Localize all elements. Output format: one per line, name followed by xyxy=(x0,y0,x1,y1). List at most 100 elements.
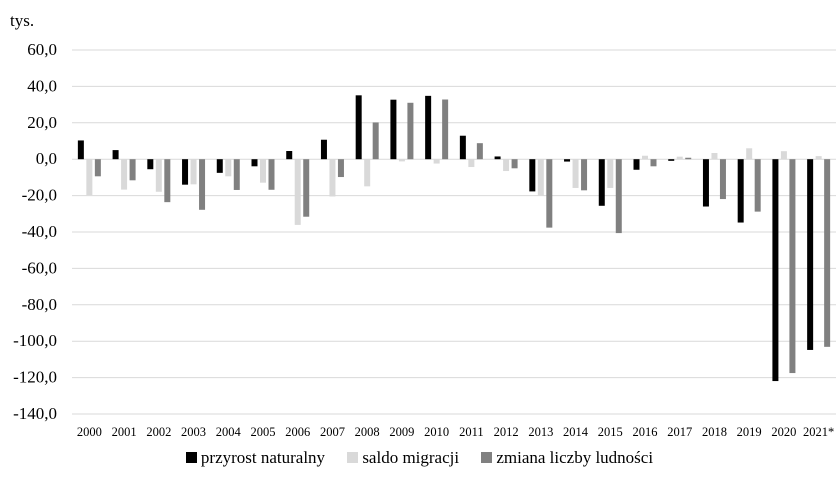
bar xyxy=(225,159,232,177)
bar xyxy=(286,151,293,160)
legend-label-przyrost: przyrost naturalny xyxy=(200,448,326,467)
bar xyxy=(329,159,336,197)
bar xyxy=(537,159,544,196)
bar xyxy=(216,159,223,173)
y-tick-label: 20,0 xyxy=(27,113,57,132)
bar xyxy=(676,156,683,160)
bar xyxy=(642,155,648,160)
y-tick-label: -20,0 xyxy=(22,186,57,205)
x-tick-label: 2020 xyxy=(771,425,796,439)
bar xyxy=(607,159,614,188)
x-tick-label: 2015 xyxy=(598,425,623,439)
x-tick-label: 2019 xyxy=(737,425,762,439)
bar xyxy=(364,159,371,187)
x-tick-label: 2008 xyxy=(355,425,380,439)
legend-item-przyrost: przyrost naturalny xyxy=(185,448,326,468)
bar xyxy=(121,159,128,190)
bar xyxy=(260,159,266,183)
bar xyxy=(503,159,510,172)
bar xyxy=(494,156,501,160)
bar xyxy=(190,159,197,185)
bar xyxy=(633,159,640,170)
bar xyxy=(546,159,553,228)
y-tick-label: -80,0 xyxy=(22,295,57,314)
bar xyxy=(155,159,162,192)
bar xyxy=(182,159,189,185)
bar xyxy=(746,148,753,160)
x-tick-label: 2016 xyxy=(633,425,658,439)
bar xyxy=(442,99,449,160)
bar xyxy=(233,159,240,190)
bar xyxy=(564,159,571,162)
y-tick-label: 0,0 xyxy=(36,149,57,168)
x-tick-label: 2003 xyxy=(181,425,206,439)
bar xyxy=(824,159,831,347)
x-tick-label: 2005 xyxy=(251,425,276,439)
bar xyxy=(398,159,405,162)
bar xyxy=(737,159,744,223)
bar xyxy=(754,159,761,212)
bar xyxy=(86,159,93,196)
y-tick-label: -60,0 xyxy=(22,258,57,277)
bar xyxy=(650,159,657,167)
x-tick-label: 2013 xyxy=(528,425,553,439)
y-tick-label: 40,0 xyxy=(27,76,57,95)
y-tick-label: 60,0 xyxy=(27,40,57,59)
x-tick-label: 2021* xyxy=(803,425,834,439)
bar xyxy=(468,159,475,168)
bar xyxy=(719,159,726,200)
x-tick-label: 2012 xyxy=(494,425,519,439)
y-tick-label: -100,0 xyxy=(13,331,57,350)
bar xyxy=(807,159,814,350)
bar xyxy=(702,159,709,207)
x-tick-label: 2018 xyxy=(702,425,727,439)
bar xyxy=(789,159,796,374)
x-tick-label: 2004 xyxy=(216,425,242,439)
bar xyxy=(598,159,605,206)
y-tick-label: -120,0 xyxy=(13,368,57,387)
bar xyxy=(433,159,440,164)
bar xyxy=(668,159,675,161)
bar xyxy=(320,139,327,160)
bar xyxy=(303,159,310,217)
x-tick-label: 2001 xyxy=(112,425,137,439)
bar xyxy=(337,159,344,178)
x-tick-label: 2014 xyxy=(563,425,589,439)
x-tick-label: 2017 xyxy=(667,425,692,439)
legend: przyrost naturalny saldo migracji zmiana… xyxy=(0,448,839,468)
bar xyxy=(685,157,692,160)
legend-swatch-saldo xyxy=(347,452,359,463)
x-axis-tick-labels: 2000 2001 2002 2003 2004 2005 2006 2007 2008 2009… xyxy=(77,425,834,439)
bar xyxy=(459,135,466,160)
x-tick-label: 2007 xyxy=(320,425,345,439)
bars xyxy=(77,95,831,382)
bar xyxy=(615,159,622,234)
legend-label-zmiana: zmiana liczby ludności xyxy=(496,448,654,467)
bar xyxy=(476,143,483,160)
bar xyxy=(511,159,518,169)
unit-label: tys. xyxy=(10,11,34,30)
x-tick-label: 2006 xyxy=(285,425,310,439)
bar xyxy=(268,159,275,190)
x-tick-label: 2011 xyxy=(459,425,484,439)
bar xyxy=(251,159,258,167)
bar xyxy=(372,122,379,160)
legend-item-zmiana: zmiana liczby ludności xyxy=(481,448,653,468)
x-tick-label: 2002 xyxy=(146,425,171,439)
y-tick-label: -40,0 xyxy=(22,222,57,241)
bar xyxy=(390,99,397,160)
bar xyxy=(294,159,301,225)
bar xyxy=(711,153,718,160)
y-tick-label: -140,0 xyxy=(13,404,57,423)
bar xyxy=(164,159,171,203)
bar xyxy=(112,150,119,160)
x-tick-label: 2009 xyxy=(389,425,414,439)
bar xyxy=(780,151,787,160)
bar xyxy=(581,159,588,191)
bar xyxy=(407,102,414,160)
bar xyxy=(572,159,579,188)
bar xyxy=(94,159,101,177)
x-tick-label: 2000 xyxy=(77,425,102,439)
bar xyxy=(129,159,136,181)
